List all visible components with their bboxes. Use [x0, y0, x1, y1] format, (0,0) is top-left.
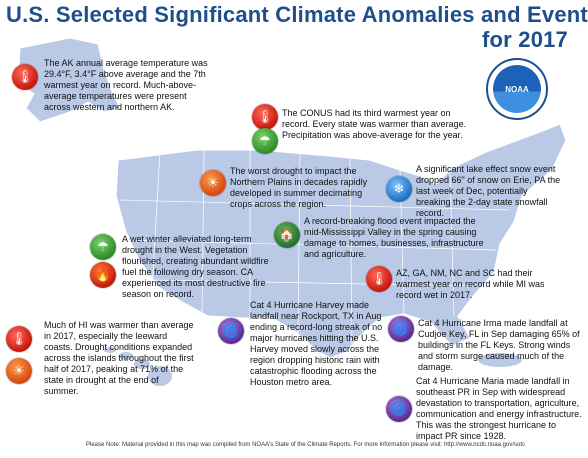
rain-icon: ☂ [90, 234, 116, 260]
noaa-logo-inner: NOAA [493, 65, 541, 113]
map-title: U.S. Selected Significant Climate Anomal… [6, 2, 588, 52]
callout-hawaii: Much of HI was warmer than average in 20… [44, 320, 194, 396]
thermometer-icon: 🌡 [252, 104, 278, 130]
thermometer-icon: 🌡 [366, 266, 392, 292]
drought-icon: ☀ [6, 358, 32, 384]
rain-icon: ☂ [252, 128, 278, 154]
callout-alaska: The AK annual average temperature was 29… [44, 58, 208, 112]
hawaii-shape [104, 347, 172, 386]
callout-flood: A record-breaking flood event impacted t… [304, 216, 484, 259]
thermometer-icon: 🌡 [12, 64, 38, 90]
callout-states: AZ, GA, NM, NC and SC had their warmest … [396, 268, 545, 300]
callout-west: A wet winter alleviated long-term drough… [122, 234, 269, 299]
snow-icon: ❄ [386, 176, 412, 202]
flood-icon: 🏠 [274, 222, 300, 248]
hurricane-icon: 🌀 [218, 318, 244, 344]
puerto-rico-shape [478, 353, 522, 367]
noaa-logo: NOAA [486, 58, 548, 120]
callout-maria: Cat 4 Hurricane Maria made landfall in s… [416, 376, 582, 441]
callout-irma: Cat 4 Hurricane Irma made landfall at Cu… [418, 318, 580, 372]
title-line-1: U.S. Selected Significant Climate Anomal… [6, 2, 588, 27]
title-line-2: for 2017 [482, 27, 568, 52]
callout-harvey: Cat 4 Hurricane Harvey made landfall nea… [250, 300, 383, 387]
state-borders [119, 149, 511, 345]
callout-drought: The worst drought to impact the Northern… [230, 166, 368, 209]
hurricane-icon: 🌀 [388, 316, 414, 342]
callout-snow: A significant lake effect snow event dro… [416, 164, 561, 218]
wildfire-icon: 🔥 [90, 262, 116, 288]
thermometer-icon: 🌡 [6, 326, 32, 352]
alaska-shape [17, 37, 121, 123]
drought-icon: ☀ [200, 170, 226, 196]
callout-conus: The CONUS had its third warmest year on … [282, 108, 467, 140]
footer-note: Please Note: Material provided in this m… [86, 442, 526, 448]
hurricane-icon: 🌀 [386, 396, 412, 422]
